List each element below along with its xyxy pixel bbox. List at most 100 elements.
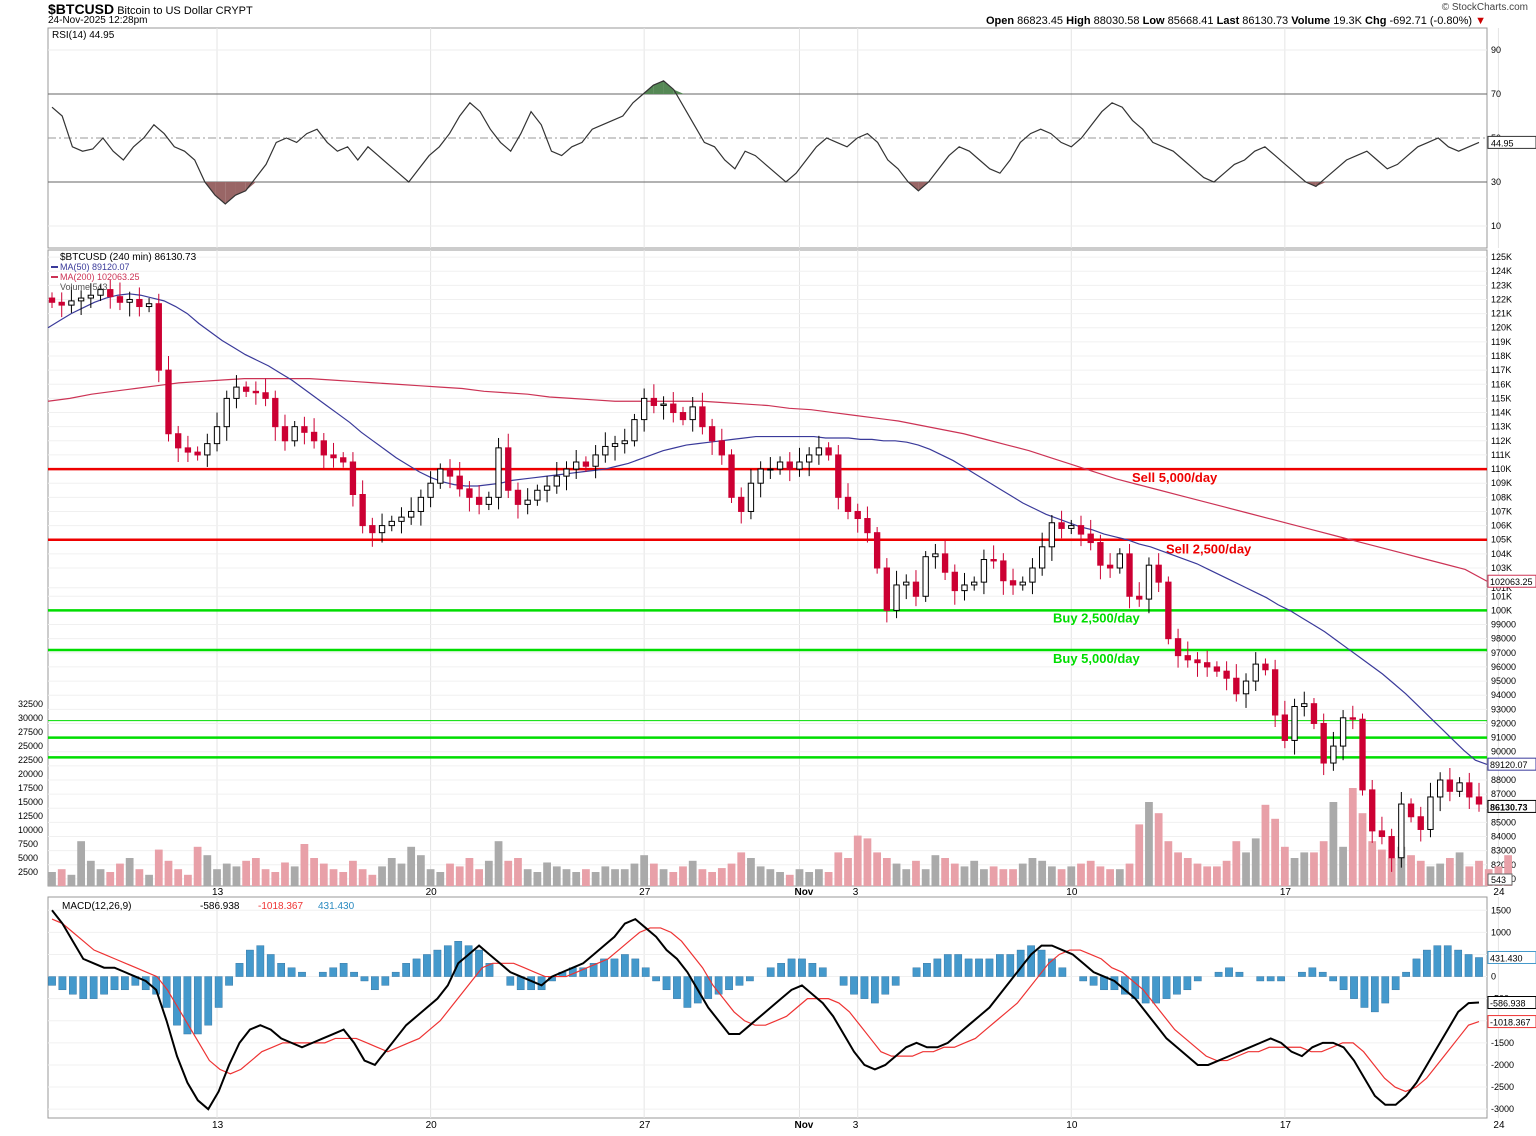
macd-histogram-bar <box>631 958 640 977</box>
candle-body <box>165 369 172 435</box>
rsi-last-value: 44.95 <box>1491 138 1514 148</box>
candle-body <box>971 581 978 586</box>
candle-body <box>475 496 483 505</box>
price-value-box-2 <box>1487 757 1536 771</box>
volume-bar <box>407 846 416 886</box>
candle-body <box>1320 722 1327 764</box>
candle-body <box>310 431 318 442</box>
macd-histogram-bar <box>912 967 921 977</box>
volume-tick-12500: 12500 <box>18 811 43 821</box>
candle-body <box>941 553 949 573</box>
volume-bar <box>640 855 649 886</box>
candle-body <box>320 440 327 456</box>
macd-value-label-1: 431.430 <box>1490 953 1523 963</box>
volume-bar <box>1057 869 1066 886</box>
candle-body <box>1155 564 1162 583</box>
candle-body <box>573 461 580 470</box>
macd-histogram-bar <box>923 963 931 977</box>
rsi-oversold-fill <box>225 182 236 204</box>
high-value: 88030.58 <box>1093 15 1140 27</box>
candle-body <box>621 440 628 445</box>
candle-body <box>1437 779 1444 798</box>
price-tick-123K: 123K <box>1491 280 1512 290</box>
volume-bar <box>1222 860 1231 886</box>
price-tick-97000: 97000 <box>1491 648 1516 658</box>
macd-histogram-bar <box>881 976 890 995</box>
candle-body <box>1369 789 1376 832</box>
volume-bar <box>1329 802 1338 886</box>
macd-legend-macd: -586.938 <box>200 901 240 912</box>
macd-histogram-bar <box>725 976 733 991</box>
price-tick-116K: 116K <box>1491 379 1511 389</box>
volume-bar <box>698 869 707 886</box>
macd-value-label-3: -1018.367 <box>1490 1018 1531 1028</box>
macd-histogram-bar <box>975 958 983 977</box>
macd-histogram-bar <box>589 963 598 977</box>
candle-body <box>408 510 415 518</box>
price-tick-93000: 93000 <box>1491 704 1516 714</box>
price-tick-108K: 108K <box>1491 492 1512 502</box>
chg-value: -692.71 (-0.80%) <box>1389 15 1473 27</box>
price-tick-118K: 118K <box>1491 351 1511 361</box>
macd-legend-label: MACD(12,26,9) <box>62 901 131 912</box>
candle-body <box>184 447 192 453</box>
volume-bar <box>77 841 86 886</box>
volume-bar <box>358 869 367 886</box>
price-tick-107K: 107K <box>1491 506 1512 516</box>
macd-histogram-bar <box>381 976 390 986</box>
macd-histogram-bar <box>1391 976 1400 991</box>
candle-body <box>912 581 920 597</box>
macd-histogram-bar <box>891 976 900 986</box>
price-tick-105K: 105K <box>1491 535 1512 545</box>
candle-body <box>835 454 842 498</box>
volume-bar <box>795 869 804 886</box>
macd-histogram-bar <box>277 963 286 977</box>
candle-body <box>77 297 85 302</box>
macd-histogram-bar <box>1058 967 1067 977</box>
candle-body <box>388 520 395 527</box>
macd-histogram-bar <box>100 976 108 995</box>
candle-body <box>592 454 599 467</box>
volume-tick-5000: 5000 <box>18 853 38 863</box>
volume-bar <box>1203 866 1212 886</box>
volume-bar <box>1067 866 1076 886</box>
volume-bar <box>222 863 231 886</box>
macd-legend-signal: -1018.367 <box>258 901 303 912</box>
volume-bar <box>116 863 124 886</box>
price-tick-87000: 87000 <box>1491 789 1516 799</box>
candle-body <box>825 447 832 456</box>
macd-histogram-bar <box>777 963 785 977</box>
macd-histogram-bar <box>808 963 817 977</box>
volume-bar <box>135 869 144 886</box>
macd-histogram-bar <box>246 949 254 977</box>
volume-bar <box>378 866 386 886</box>
candle-body <box>932 553 939 558</box>
volume-bar <box>999 869 1008 886</box>
volume-bar <box>941 858 949 886</box>
price-tick-113K: 113K <box>1491 422 1511 432</box>
volume-bar <box>1213 866 1221 886</box>
macd-histogram-bar <box>89 976 98 999</box>
candle-body <box>233 386 240 399</box>
price-x-tick-24: 24 <box>1493 887 1505 898</box>
macd-histogram-bar <box>1266 976 1275 982</box>
macd-histogram-bar <box>746 976 754 982</box>
candle-body <box>699 406 706 428</box>
buy-label-2: Buy 5,000/day <box>1053 651 1140 666</box>
candle-body <box>58 301 65 306</box>
price-value-box-3 <box>1487 799 1536 813</box>
price-tick-103K: 103K <box>1491 563 1512 573</box>
macd-histogram-bar <box>964 958 973 977</box>
price-x-tick-Nov: Nov <box>794 887 813 898</box>
macd-histogram-bar <box>1183 976 1192 991</box>
macd-histogram-bar <box>402 963 410 977</box>
candle-body <box>1097 542 1104 566</box>
candle-body <box>340 457 347 463</box>
candle-body <box>1029 567 1036 583</box>
macd-histogram-bar <box>1225 967 1233 977</box>
macd-histogram-bar <box>350 971 358 977</box>
volume-tick-10000: 10000 <box>18 825 43 835</box>
volume-bar <box>1018 863 1027 886</box>
candle-body <box>718 440 725 456</box>
volume-bar <box>446 863 454 886</box>
